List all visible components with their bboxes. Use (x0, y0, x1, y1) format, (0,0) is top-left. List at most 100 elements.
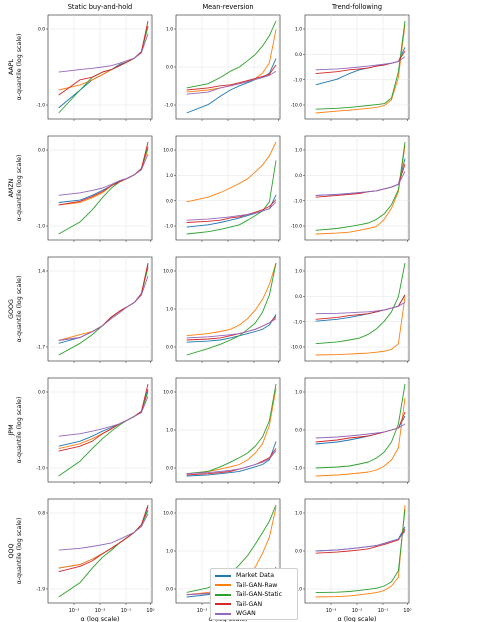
y-tick-label: 1.0 (166, 307, 173, 313)
y-tick-label: 1.0 (295, 511, 302, 517)
y-axis-label: α-quantile (log scale) (16, 397, 23, 464)
series-line-tail-gan-static (315, 262, 406, 345)
series-line-tail-gan-static (315, 141, 406, 231)
y-tick-label: 10.0 (163, 511, 173, 517)
series-line-tail-gan-raw (315, 504, 406, 598)
series-line-tail-gan-static (186, 160, 277, 235)
legend-item: Tail-GAN-Raw (215, 581, 293, 591)
series-line-market-data (186, 441, 277, 477)
column-title: Static buy-and-hold (68, 3, 133, 11)
y-axis-label: α-quantile (log scale) (16, 518, 23, 585)
x-tick-label: 10⁻¹ (378, 608, 389, 614)
series-line-tail-gan-static (315, 383, 406, 469)
y-tick-label: -1.0 (164, 224, 173, 230)
series-line-wgan (315, 531, 406, 552)
y-tick-label: 0.0 (166, 345, 173, 351)
row-label: AAPL (8, 58, 15, 75)
y-tick-label: 0.0 (295, 549, 302, 555)
y-tick-label: -1.0 (36, 466, 45, 472)
x-tick-label: 10⁻¹ (121, 608, 132, 614)
y-tick-label: 0.0 (295, 52, 302, 58)
column-title: Trend-following (331, 3, 382, 11)
y-tick-label: -1.0 (164, 103, 173, 109)
x-tick-label: 10⁻² (352, 608, 363, 614)
series-line-tail-gan (58, 20, 149, 96)
y-tick-label: -10.0 (291, 224, 303, 230)
series-line-tail-gan (186, 199, 277, 223)
series-line-wgan (58, 33, 149, 73)
y-tick-label: 0.0 (166, 587, 173, 593)
y-tick-label: -10.0 (291, 103, 303, 109)
y-tick-label: 0.0 (166, 466, 173, 472)
row-label: AMZN (8, 178, 15, 197)
x-tick-label: 10⁻³ (197, 608, 208, 614)
series-line-tail-gan-static (186, 20, 277, 89)
row-label: QQQ (8, 544, 15, 559)
series-line-wgan (315, 423, 406, 439)
y-tick-label: -1.0 (293, 319, 302, 325)
y-tick-label: -10.0 (291, 345, 303, 351)
x-tick-label: 10⁻³ (326, 608, 337, 614)
series-line-wgan (58, 153, 149, 196)
y-tick-label: 1.0 (166, 428, 173, 434)
legend-swatch-tail-gan-static (215, 593, 231, 596)
y-tick-label: 0.0 (166, 65, 173, 71)
series-line-tail-gan (58, 383, 149, 452)
row-label: GOOG (8, 299, 15, 319)
y-tick-label: 0.0 (166, 198, 173, 204)
series-line-wgan (315, 56, 406, 71)
x-tick-label: 10⁰ (403, 608, 411, 614)
y-axis-label: α-quantile (log scale) (16, 276, 23, 343)
series-line-wgan (186, 70, 277, 95)
y-tick-label: 1.0 (295, 390, 302, 396)
x-axis-label: α (log scale) (81, 616, 120, 622)
y-tick-label: 0.0 (295, 294, 302, 300)
series-line-wgan (186, 201, 277, 221)
series-line-tail-gan (186, 64, 277, 91)
y-tick-label: 1.4 (38, 269, 45, 275)
legend-label: Market Data (236, 572, 275, 579)
series-line-tail-gan (58, 504, 149, 573)
legend-item: WGAN (215, 609, 293, 619)
y-axis-label: α-quantile (log scale) (16, 155, 23, 222)
y-tick-label: 0.0 (295, 428, 302, 434)
y-tick-label: -1.7 (36, 345, 45, 351)
x-tick-label: 10⁻² (95, 608, 106, 614)
legend-swatch-wgan (215, 612, 231, 615)
y-tick-label: -1.0 (293, 77, 302, 83)
series-line-wgan (315, 171, 406, 196)
series-line-tail-gan-raw (315, 24, 406, 114)
series-line-tail-gan-static (315, 509, 406, 594)
y-tick-label: 0.0 (38, 27, 45, 33)
series-line-tail-gan-raw (315, 296, 406, 356)
column-title: Mean-reversion (202, 3, 253, 11)
legend-label: WGAN (236, 610, 256, 617)
y-tick-label: 1.0 (166, 549, 173, 555)
series-line-tail-gan-raw (186, 262, 277, 337)
series-line-tail-gan-raw (186, 141, 277, 203)
y-tick-label: 1.0 (295, 269, 302, 275)
series-line-tail-gan-raw (186, 388, 277, 475)
series-line-tail-gan-raw (315, 145, 406, 235)
series-line-market-data (186, 314, 277, 343)
series-line-tail-gan (58, 141, 149, 206)
legend-item: Market Data (215, 571, 293, 581)
y-tick-label: 1.0 (295, 27, 302, 33)
y-tick-label: -1.0 (293, 466, 302, 472)
legend-item: Tail-GAN (215, 600, 293, 610)
series-line-tail-gan-static (186, 383, 277, 475)
legend: Market Data Tail-GAN-Raw Tail-GAN-Static… (210, 568, 298, 620)
x-tick-label: 10⁰ (146, 608, 154, 614)
y-tick-label: 10.0 (163, 390, 173, 396)
y-tick-label: 0.0 (38, 148, 45, 154)
series-line-wgan (58, 275, 149, 341)
series-line-wgan (58, 513, 149, 551)
y-tick-label: -1.0 (293, 198, 302, 204)
y-tick-label: 1.0 (166, 173, 173, 179)
series-line-tail-gan-raw (315, 397, 406, 477)
y-tick-label: -1.0 (36, 224, 45, 230)
legend-label: Tail-GAN-Raw (236, 581, 278, 589)
y-tick-label: 0.0 (38, 390, 45, 396)
series-line-wgan (186, 450, 277, 475)
